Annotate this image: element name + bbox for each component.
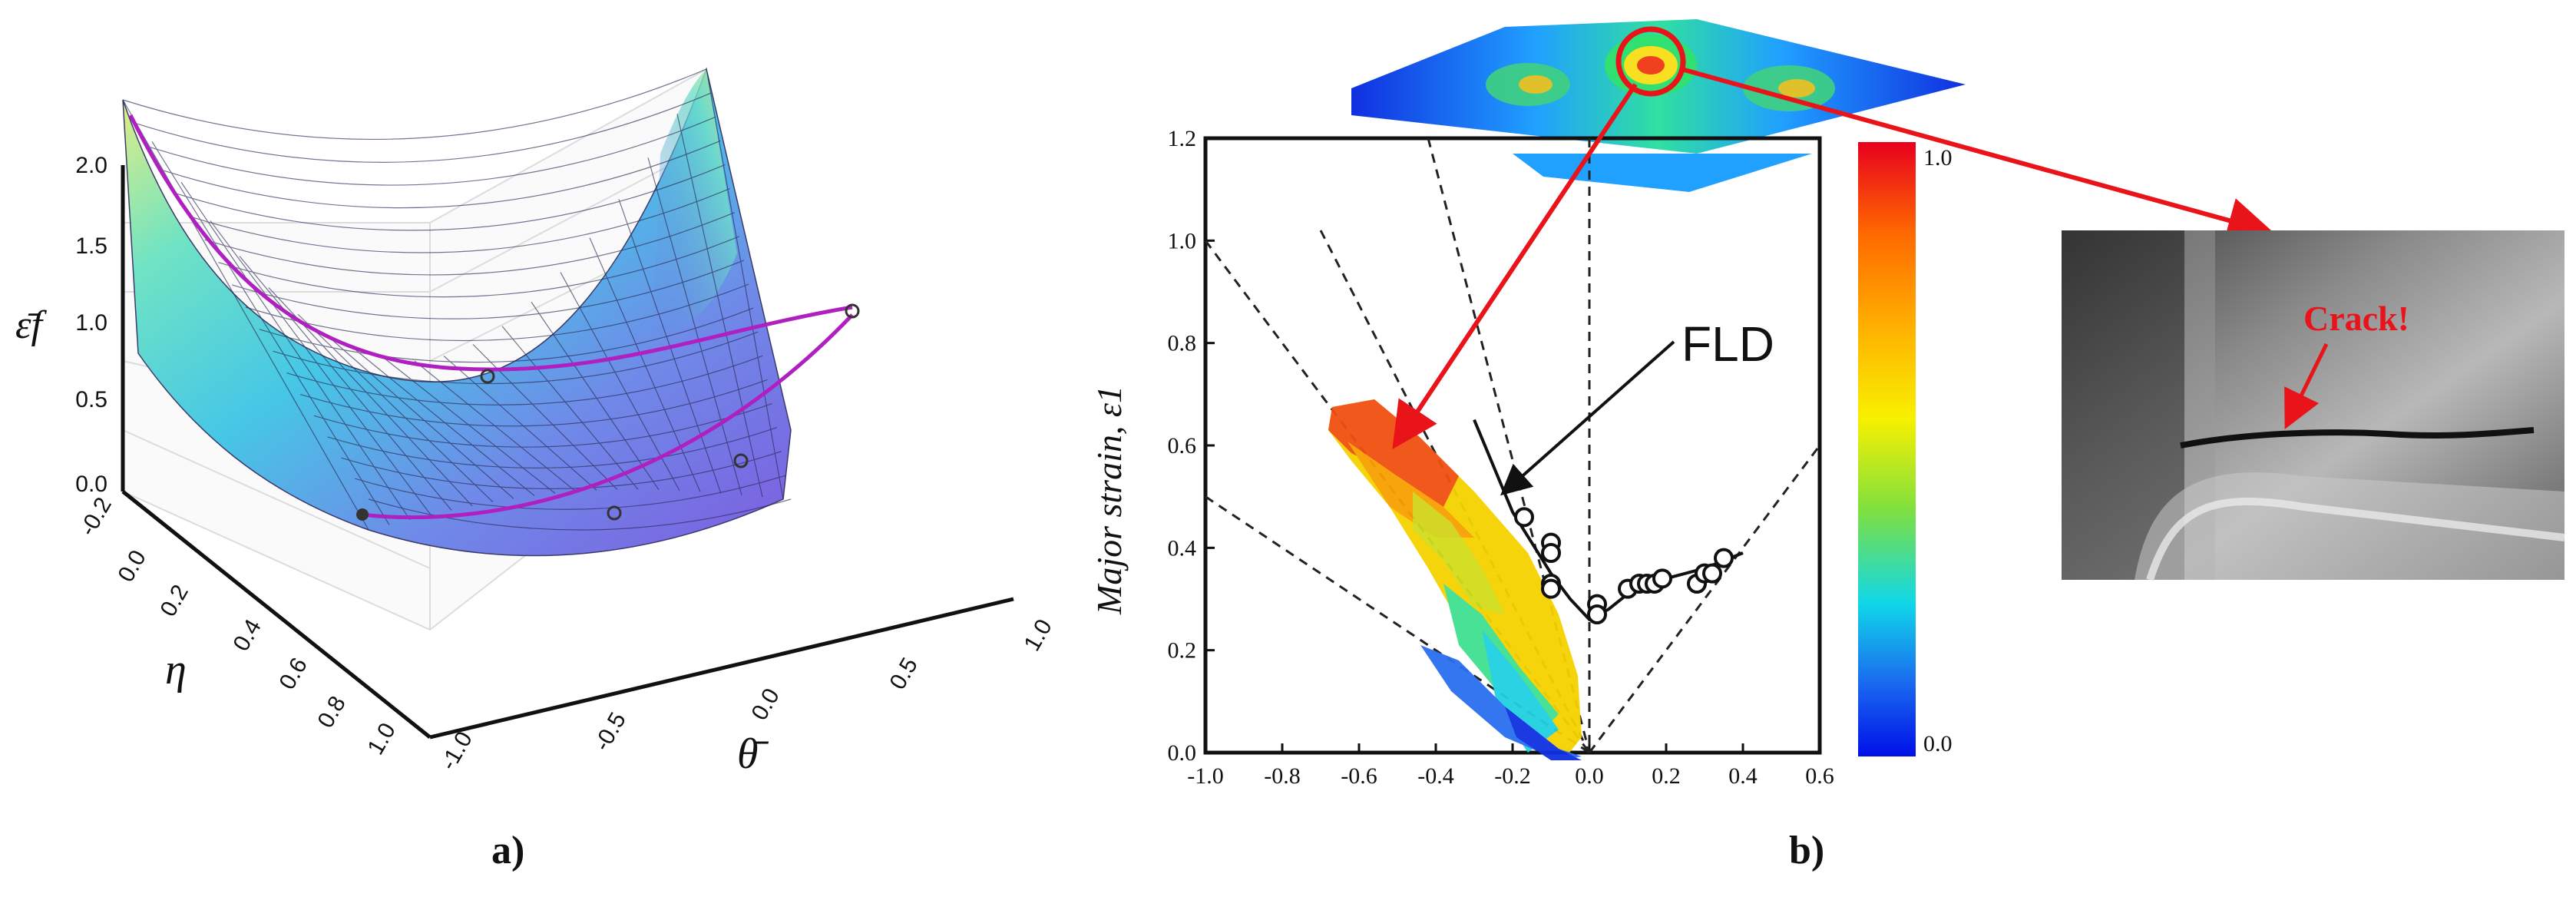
deformed-part-image [1351,19,1966,192]
panel-b-caption: b) [1789,829,1825,872]
curve-marker [356,508,369,521]
eta-tick-label: 0.4 [228,615,266,656]
reference-line [1205,495,1590,754]
fld-point [1514,507,1534,528]
x-tick-label: 0.4 [1728,763,1758,789]
fld-point [1714,548,1734,568]
x-tick-label: -0.6 [1341,763,1377,789]
curve-upper [128,114,853,372]
red-arrow-to-plot [1392,83,1638,449]
z-tick-label: 0.5 [75,387,107,412]
crack-line [2180,427,2535,448]
z-tick-label: 1.0 [75,310,107,336]
curve-lower [360,313,854,520]
eta-tick-label: 0.0 [113,546,150,587]
z-tick-label: 2.0 [75,153,107,178]
fld-arrow [1500,340,1675,496]
colorbar [1858,142,1916,756]
y-tick-label: 0.4 [1168,535,1197,561]
fld-point [1652,568,1672,589]
y-tick-label: 0.2 [1168,638,1197,664]
x-tick-label: 0.6 [1805,763,1834,789]
crack-arrow [2284,343,2329,429]
fld-label: FLD [1682,316,1774,372]
panel-a-caption: a) [491,829,525,872]
y-tick-label: 0.0 [1168,740,1197,766]
x-tick-label: -0.4 [1417,763,1454,789]
red-arrow-to-photo [1681,67,2274,243]
theta-tick-label: 1.0 [1019,615,1057,656]
curve-marker [733,453,749,468]
crack-label: Crack! [2303,299,2409,338]
eta-tick-label: 1.0 [362,719,400,760]
colorbar-max-label: 1.0 [1923,145,1953,170]
fld-point [1541,543,1561,563]
x-tick-label: -0.8 [1264,763,1301,789]
theta-tick-label: -0.5 [589,708,630,755]
x-tick-label: 0.0 [1575,763,1604,789]
z-tick-label: 1.5 [75,233,107,259]
theta-tick-label: 0.0 [746,684,784,725]
x-tick-label: 0.2 [1652,763,1681,789]
y-tick-label: 0.8 [1168,331,1197,356]
fld-test-points [1514,507,1734,624]
x-tick-label: -0.2 [1494,763,1531,789]
z-axis-label: ε̄f [15,303,47,347]
y-axis-label: Major strain, ε1 [1090,386,1129,615]
surface-mesh [122,68,792,531]
strain-point-cloud [1328,399,1582,760]
fld-point [1587,604,1607,624]
y-tick-label: 0.6 [1168,433,1197,458]
theta-tick-label: 0.5 [885,654,922,694]
curve-marker [845,303,860,319]
z-tick-label: 0.0 [75,472,107,497]
crack-highlight-circle [1615,26,1686,97]
reference-line [1588,445,1821,753]
x-tick-label: -1.0 [1187,763,1224,789]
eta-axis-label: η [165,646,187,693]
theta-axis-label: θ̄ [737,730,769,778]
colorbar-min-label: 0.0 [1923,731,1953,756]
eta-tick-label: 0.2 [155,581,193,621]
y-tick-label: 1.2 [1168,126,1197,151]
crack-photo: Crack! [2062,230,2565,581]
eta-tick-label: 0.8 [312,692,350,733]
fld-point [1541,578,1561,599]
eta-tick-label: 0.6 [274,654,312,694]
fld-plot: -1.0 -0.8 -0.6 -0.4 -0.2 0.0 0.2 0.4 0.6 0.0 0.2 0.… [1090,19,2274,789]
surface [122,67,860,557]
surface-plot: 2.0 1.5 1.0 0.5 0.0 ε̄f -0.2 0.0 0.2 0.4… [15,67,1057,778]
y-tick-label: 1.0 [1168,228,1197,253]
axes-3d [121,165,1014,740]
curve-marker [480,369,495,384]
reference-line [1427,137,1591,753]
eta-tick-label: -0.2 [74,493,116,540]
fld-point [1702,563,1722,584]
z-axis-ticks: 2.0 1.5 1.0 0.5 0.0 [75,153,107,497]
curve-marker [607,505,622,521]
